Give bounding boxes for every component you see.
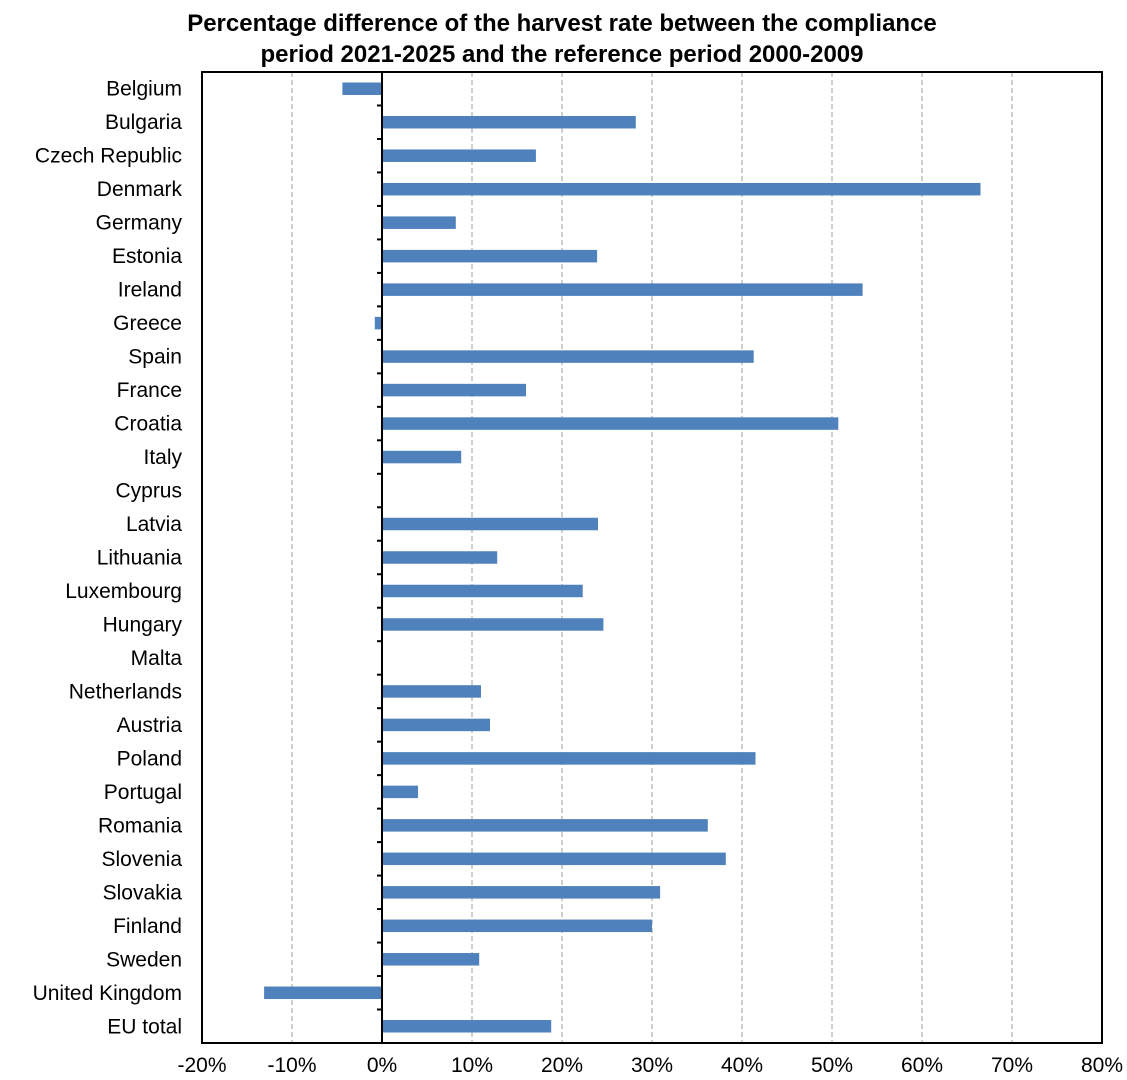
x-tick-label: 30% — [631, 1054, 673, 1077]
category-label: Sweden — [106, 948, 182, 971]
x-tick-label: 20% — [541, 1054, 583, 1077]
bar-belgium — [342, 82, 382, 95]
x-tick-label: 60% — [901, 1054, 943, 1077]
bar-austria — [382, 718, 490, 732]
category-label: Austria — [117, 714, 183, 737]
chart-title: Percentage difference of the harvest rat… — [112, 8, 1012, 70]
x-tick-label: 50% — [811, 1054, 853, 1077]
category-label: Finland — [113, 915, 182, 938]
bar-denmark — [382, 182, 981, 196]
x-axis-tick-labels: -20% -10% 0% 10% 20% 30% 40% 50% 60% 70% 80% — [177, 1054, 1123, 1077]
x-tick-label: -10% — [267, 1054, 316, 1077]
category-label: Lithuania — [97, 547, 183, 570]
bar-luxembourg — [382, 584, 583, 598]
bar-czech-republic — [382, 149, 536, 162]
bar-lithuania — [382, 551, 498, 564]
category-label: Hungary — [103, 613, 183, 636]
x-tick-label: 40% — [721, 1054, 763, 1077]
category-label: Latvia — [126, 513, 182, 536]
bar-netherlands — [382, 685, 481, 698]
category-labels: Belgium Bulgaria Czech Republic Denmark Germ… — [33, 78, 183, 1039]
bar-france — [382, 383, 526, 397]
bar-italy — [382, 450, 462, 464]
category-axis — [377, 71, 383, 1044]
category-label: United Kingdom — [33, 982, 182, 1005]
bar-poland — [382, 752, 756, 765]
bars — [264, 82, 981, 1033]
bar-ireland — [382, 283, 863, 296]
category-label: Portugal — [104, 781, 182, 804]
category-label: Belgium — [106, 78, 182, 101]
category-label: Ireland — [118, 279, 182, 302]
chart-title-line-2: period 2021-2025 and the reference perio… — [260, 41, 864, 68]
category-label: Greece — [113, 312, 182, 335]
bar-romania — [382, 819, 708, 832]
grid-lines — [291, 72, 1013, 1043]
bar-slovakia — [382, 886, 661, 899]
bar-finland — [382, 919, 652, 933]
plot-area-frame — [201, 71, 1103, 1044]
category-label: Bulgaria — [105, 111, 182, 134]
category-label: Croatia — [114, 413, 182, 436]
category-label: Poland — [117, 747, 182, 770]
category-label: Slovakia — [103, 881, 183, 904]
category-label: Italy — [143, 446, 182, 469]
chart-title-line-1: Percentage difference of the harvest rat… — [187, 10, 937, 37]
category-label: Germany — [96, 212, 183, 235]
bar-spain — [382, 350, 754, 363]
bar-latvia — [382, 517, 598, 531]
category-label: Cyprus — [115, 480, 182, 503]
category-label: Luxembourg — [65, 580, 182, 603]
bar-estonia — [382, 249, 598, 263]
category-label: Czech Republic — [35, 145, 182, 168]
x-tick-label: 0% — [367, 1054, 397, 1077]
bar-slovenia — [382, 852, 726, 866]
category-label: Romania — [98, 814, 182, 837]
x-tick-label: 70% — [991, 1054, 1033, 1077]
category-label: Netherlands — [69, 680, 182, 703]
category-label: Estonia — [112, 245, 182, 268]
x-tick-label: 80% — [1081, 1054, 1123, 1077]
bar-hungary — [382, 618, 604, 631]
category-label: Malta — [131, 647, 183, 670]
category-label: Slovenia — [101, 848, 182, 871]
category-label: France — [117, 379, 182, 402]
bar-united-kingdom — [264, 986, 382, 1000]
bar-bulgaria — [382, 115, 636, 129]
category-label: EU total — [107, 1015, 182, 1038]
category-label: Spain — [128, 346, 182, 369]
category-label: Denmark — [97, 178, 183, 201]
bar-portugal — [382, 785, 418, 799]
bar-greece — [374, 316, 382, 330]
bar-eu-total — [382, 1020, 552, 1033]
x-tick-label: -20% — [177, 1054, 226, 1077]
bar-croatia — [382, 417, 839, 430]
x-tick-label: 10% — [451, 1054, 493, 1077]
bar-sweden — [382, 953, 480, 966]
bar-germany — [382, 216, 456, 229]
